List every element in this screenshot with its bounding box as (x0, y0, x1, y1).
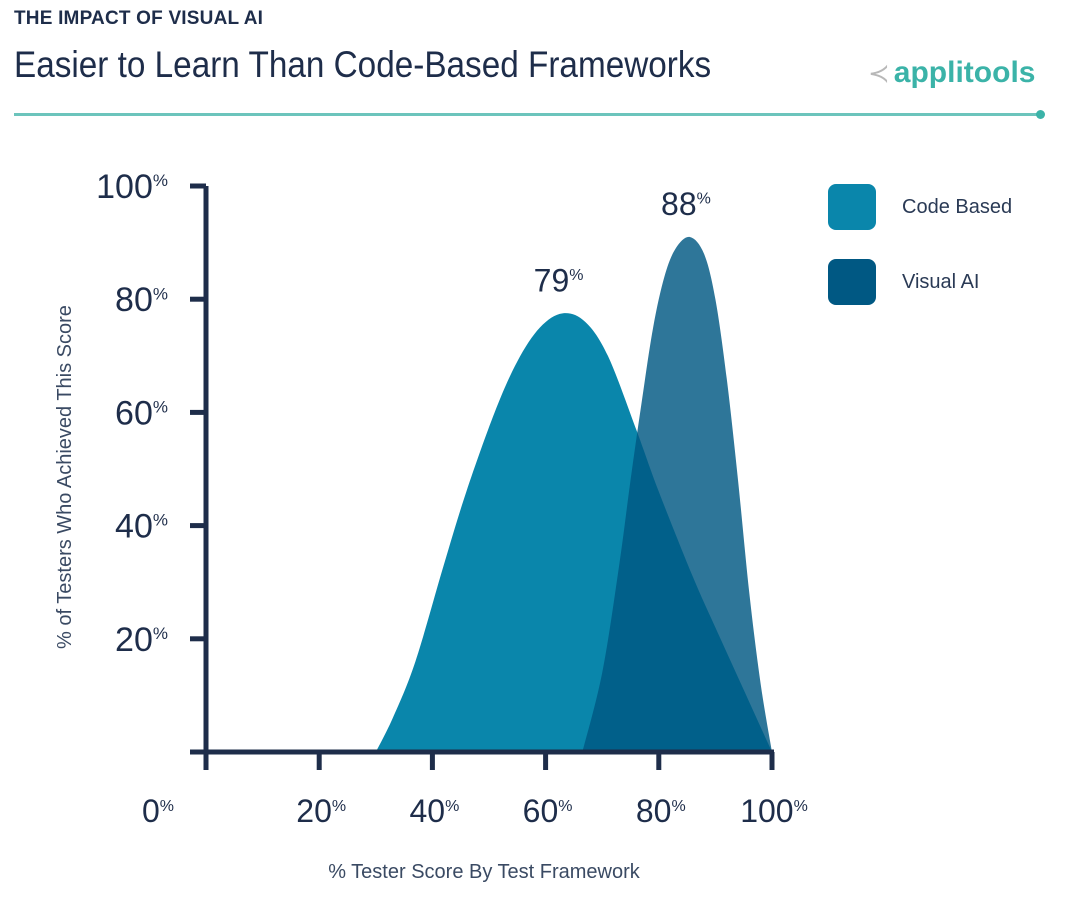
kicker: THE IMPACT OF VISUAL AI (14, 8, 264, 29)
legend-label-code-based: Code Based (902, 195, 1013, 218)
y-tick-label: 20% (115, 621, 168, 659)
legend-swatch-code-based (828, 184, 876, 230)
area-visual-ai (582, 236, 772, 752)
y-axis-title: % of Testers Who Achieved This Score (54, 305, 76, 649)
page-title: Easier to Learn Than Code-Based Framewor… (14, 44, 712, 85)
x-tick-label: 0% (142, 793, 174, 829)
header-divider (14, 113, 1040, 116)
peak-label-visual-ai: 88% (661, 186, 711, 222)
header-divider-dot (1036, 110, 1045, 119)
legend-item-visual-ai: Visual AI (828, 259, 979, 305)
x-tick-label: 40% (409, 793, 459, 829)
x-tick-label: 80% (636, 793, 686, 829)
legend-item-code-based: Code Based (828, 184, 1012, 230)
y-tick-label: 80% (115, 281, 168, 319)
legend-swatch-visual-ai (828, 259, 876, 305)
x-tick-label: 100% (740, 793, 808, 829)
peak-label-code-based: 79% (534, 262, 584, 298)
logo-text: applitools (893, 56, 1036, 89)
x-axis-title: % Tester Score By Test Framework (328, 861, 641, 883)
y-tick-label: 100% (96, 168, 168, 206)
x-tick-label: 60% (523, 793, 573, 829)
y-tick-label: 60% (115, 394, 168, 432)
x-tick-label: 20% (296, 793, 346, 829)
applitools-logo-icon: ≺ (868, 57, 890, 88)
legend-label-visual-ai: Visual AI (902, 270, 980, 293)
y-tick-label: 40% (115, 508, 168, 546)
applitools-logo: ≺ applitools (868, 56, 1035, 90)
